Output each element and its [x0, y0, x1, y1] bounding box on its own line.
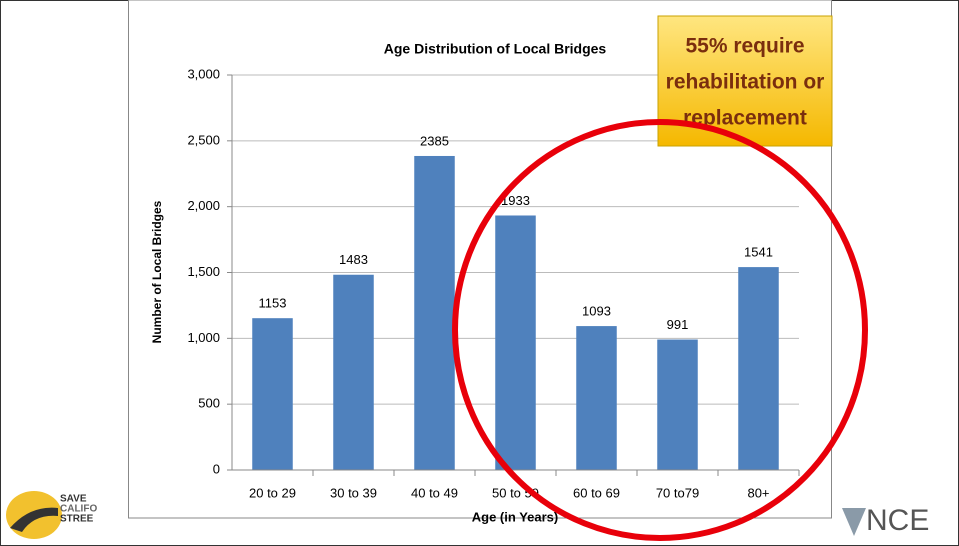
x-tick-label: 20 to 29: [249, 485, 296, 500]
x-tick-label: 80+: [747, 485, 769, 500]
value-label: 991: [667, 317, 689, 332]
value-label: 1483: [339, 252, 368, 267]
bar: [738, 267, 779, 470]
y-axis-label: Number of Local Bridges: [150, 200, 164, 343]
left-logo: SAVE CALIFO STREE: [6, 491, 97, 539]
bar: [657, 339, 698, 470]
logo-text: NCE: [866, 504, 929, 537]
annotation: rehabilitation or: [666, 71, 825, 94]
x-axis-label: Age (in Years): [472, 509, 558, 524]
logo-text: STREE: [60, 514, 94, 525]
y-tick-label: 0: [213, 461, 220, 476]
x-tick-label: 70 to79: [656, 485, 699, 500]
value-label: 1153: [259, 296, 287, 311]
y-tick-label: 500: [198, 396, 220, 411]
bar: [252, 318, 293, 470]
y-tick-label: 3,000: [187, 66, 220, 81]
chart-title: Age Distribution of Local Bridges: [384, 41, 607, 57]
logo-icon: [842, 508, 866, 536]
right-logo: NCE: [842, 504, 929, 537]
logo-text: CALIFO: [60, 504, 97, 515]
y-tick-label: 2,000: [187, 198, 220, 213]
highlight-circle: [452, 119, 868, 541]
bar: [576, 326, 617, 470]
value-label: 1541: [744, 245, 773, 260]
bar: [333, 274, 374, 470]
value-label: 2385: [420, 133, 449, 148]
bar: [414, 155, 455, 470]
annotation: 55% require: [685, 35, 804, 58]
plot: 0 500 1,000 1,500 2,000 2,500 3,000 20 to 29 115…: [187, 66, 800, 500]
annotation: replacement: [683, 107, 807, 130]
logo-text: SAVE: [60, 494, 87, 505]
logo-road: [10, 507, 58, 532]
y-tick-label: 1,000: [187, 330, 220, 345]
bar: [495, 215, 536, 470]
value-label: 1093: [582, 304, 611, 319]
value-label: 1933: [501, 193, 530, 208]
y-tick-label: 1,500: [187, 264, 220, 279]
x-tick-label: 30 to 39: [330, 485, 377, 500]
x-tick-label: 60 to 69: [573, 485, 620, 500]
x-tick-label: 40 to 49: [411, 485, 458, 500]
y-tick-label: 2,500: [187, 132, 220, 147]
